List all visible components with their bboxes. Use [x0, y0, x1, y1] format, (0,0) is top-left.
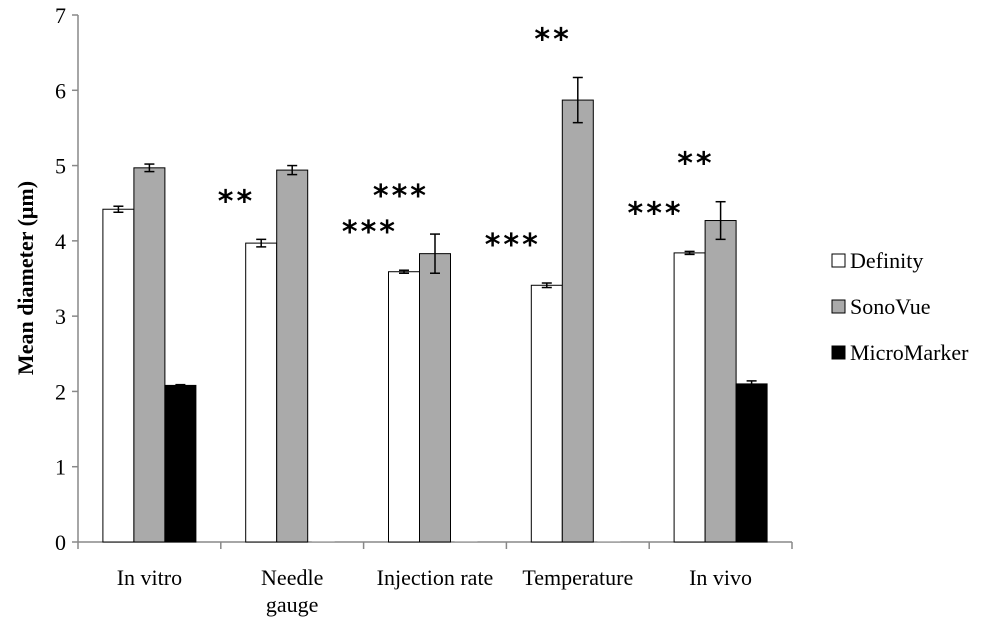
significance-marker: *** [628, 196, 684, 231]
bar-sonovue-1 [276, 169, 309, 543]
y-tick-label: 3 [55, 304, 66, 329]
legend-label-definity: Definity [850, 248, 923, 273]
y-tick-label: 2 [55, 379, 66, 404]
y-axis-label: Mean diameter (μm) [13, 181, 38, 375]
bar-sonovue-3 [561, 99, 594, 543]
bar-micromarker-4 [735, 383, 768, 543]
x-tick-label: In vivo [689, 565, 752, 590]
legend-swatch-definity [831, 253, 846, 268]
significance-marker: ** [218, 184, 255, 219]
bar-definity-0 [102, 208, 135, 543]
bar-sonovue-4 [704, 220, 737, 543]
y-tick-label: 1 [55, 455, 66, 480]
legend-swatch-sonovue [831, 299, 846, 314]
significance-marker: *** [485, 228, 541, 263]
bar-definity-3 [530, 284, 563, 543]
bar-definity-4 [673, 252, 706, 543]
significance-marker: *** [373, 179, 429, 214]
x-tick-label: Needle gauge [261, 565, 323, 617]
bar-sonovue-2 [419, 253, 451, 543]
y-tick-label: 5 [55, 154, 66, 179]
significance-marker: *** [342, 215, 398, 250]
significance-marker: ** [534, 22, 571, 57]
bar-definity-1 [245, 242, 278, 543]
y-tick-label: 4 [55, 229, 66, 254]
x-tick-label: In vitro [117, 565, 182, 590]
y-tick-label: 7 [55, 3, 66, 28]
legend-swatch-micromarker [831, 345, 846, 360]
legend-label-micromarker: MicroMarker [850, 340, 969, 365]
bar-definity-2 [388, 271, 420, 543]
y-tick-label: 6 [55, 78, 66, 103]
bar-micromarker-0 [164, 384, 197, 543]
x-tick-label: Injection rate [377, 565, 494, 590]
y-tick-label: 0 [55, 530, 66, 555]
legend-label-sonovue: SonoVue [850, 294, 931, 319]
bar-sonovue-0 [133, 167, 166, 543]
significance-marker: ** [677, 147, 714, 182]
x-tick-label: Temperature [522, 565, 633, 590]
